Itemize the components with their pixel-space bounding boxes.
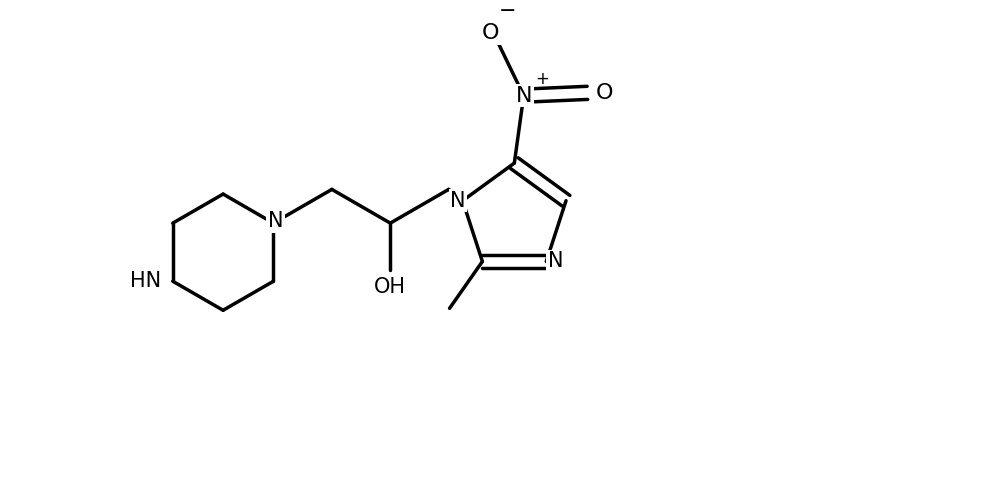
Text: OH: OH: [375, 277, 406, 297]
Text: O: O: [596, 83, 613, 103]
Text: N: N: [267, 211, 283, 231]
Text: −: −: [499, 2, 517, 21]
Text: N: N: [548, 252, 563, 272]
Text: N: N: [516, 86, 531, 105]
Text: HN: HN: [130, 271, 162, 291]
Text: N: N: [451, 190, 465, 210]
Text: O: O: [482, 23, 500, 43]
Text: +: +: [535, 70, 549, 88]
